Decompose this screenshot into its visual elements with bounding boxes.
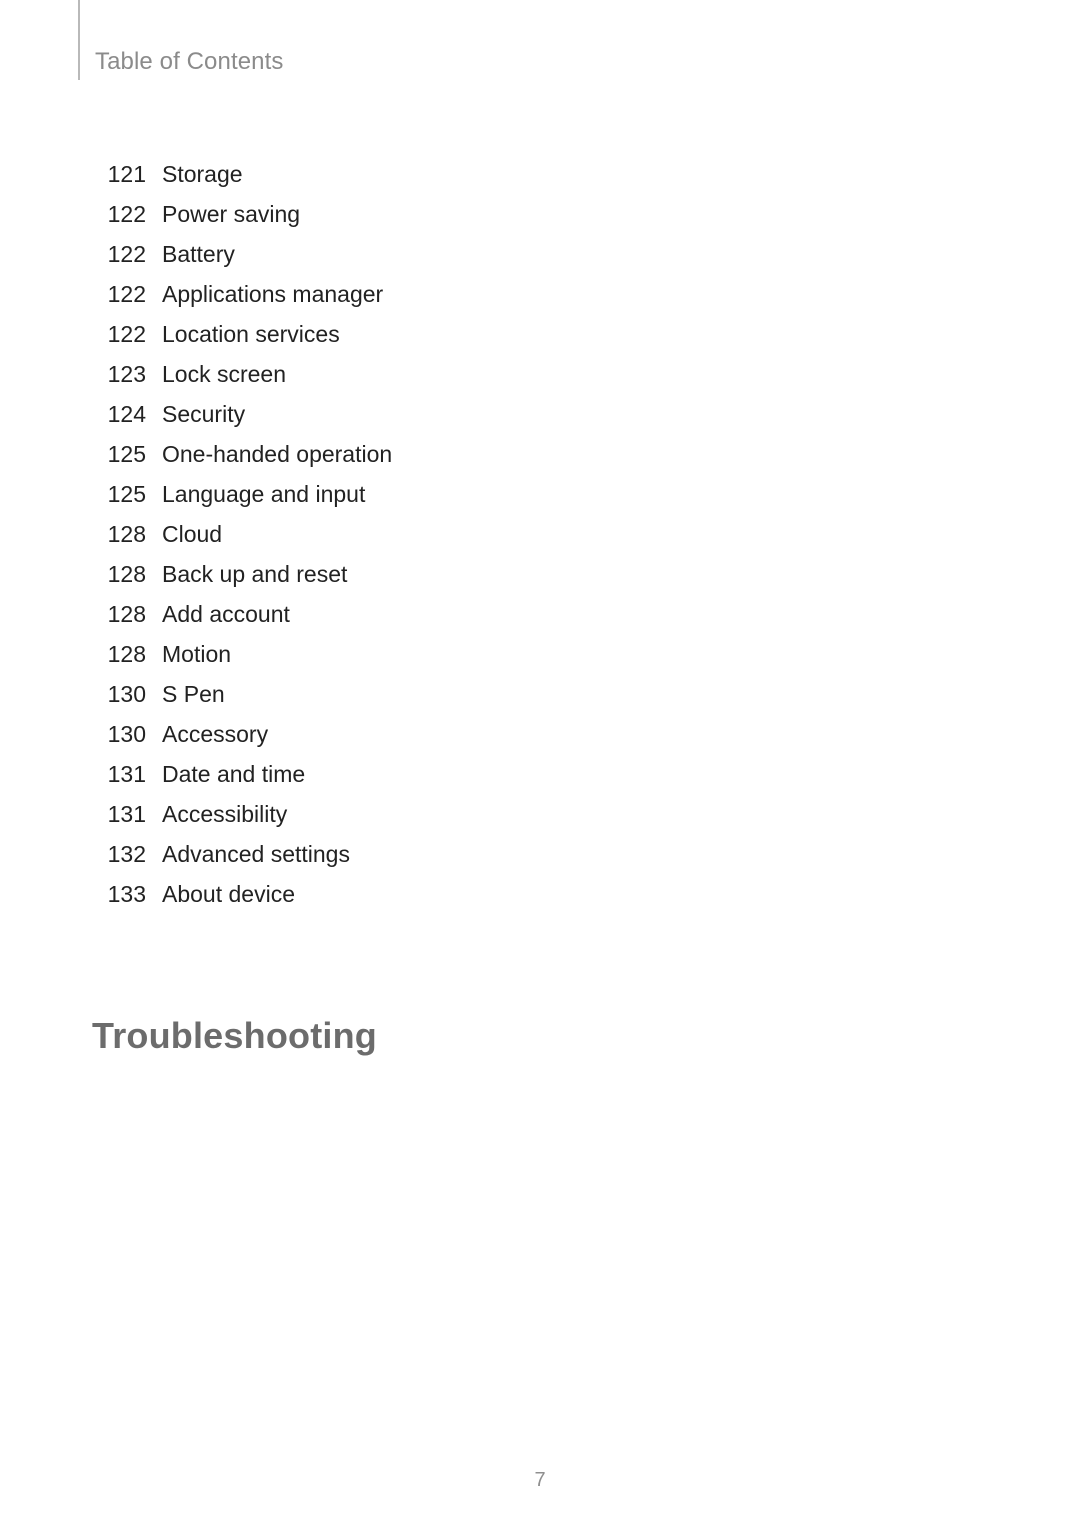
toc-page-number: 122 xyxy=(92,281,146,308)
toc-row[interactable]: 122 Applications manager xyxy=(92,281,392,321)
toc-row[interactable]: 124 Security xyxy=(92,401,392,441)
toc-row[interactable]: 128 Cloud xyxy=(92,521,392,561)
toc-item-label: One-handed operation xyxy=(146,441,392,468)
page-number: 7 xyxy=(0,1469,1080,1492)
toc-row[interactable]: 123 Lock screen xyxy=(92,361,392,401)
toc-item-label: Battery xyxy=(146,241,235,268)
toc-item-label: Power saving xyxy=(146,201,300,228)
toc-row[interactable]: 122 Location services xyxy=(92,321,392,361)
toc-list: 121 Storage 122 Power saving 122 Battery… xyxy=(92,161,392,921)
toc-page-number: 132 xyxy=(92,841,146,868)
toc-item-label: Location services xyxy=(146,321,340,348)
toc-page-number: 131 xyxy=(92,761,146,788)
toc-page-number: 123 xyxy=(92,361,146,388)
toc-page-number: 128 xyxy=(92,521,146,548)
toc-page-number: 130 xyxy=(92,681,146,708)
toc-page-number: 121 xyxy=(92,161,146,188)
toc-page-number: 122 xyxy=(92,201,146,228)
toc-row[interactable]: 122 Power saving xyxy=(92,201,392,241)
toc-item-label: Motion xyxy=(146,641,231,668)
toc-item-label: Accessibility xyxy=(146,801,287,828)
toc-page-number: 125 xyxy=(92,481,146,508)
toc-page-number: 124 xyxy=(92,401,146,428)
toc-item-label: Security xyxy=(146,401,245,428)
toc-item-label: Storage xyxy=(146,161,243,188)
header-title: Table of Contents xyxy=(95,48,284,76)
toc-row[interactable]: 130 Accessory xyxy=(92,721,392,761)
toc-page-number: 122 xyxy=(92,321,146,348)
toc-row[interactable]: 128 Motion xyxy=(92,641,392,681)
toc-item-label: Applications manager xyxy=(146,281,383,308)
toc-item-label: Date and time xyxy=(146,761,305,788)
toc-row[interactable]: 121 Storage xyxy=(92,161,392,201)
toc-row[interactable]: 122 Battery xyxy=(92,241,392,281)
toc-page-number: 128 xyxy=(92,601,146,628)
toc-item-label: About device xyxy=(146,881,295,908)
toc-row[interactable]: 132 Advanced settings xyxy=(92,841,392,881)
page: Table of Contents 121 Storage 122 Power … xyxy=(0,0,1080,1527)
toc-page-number: 130 xyxy=(92,721,146,748)
toc-page-number: 125 xyxy=(92,441,146,468)
toc-page-number: 128 xyxy=(92,561,146,588)
section-heading-troubleshooting[interactable]: Troubleshooting xyxy=(92,1015,377,1057)
toc-item-label: Add account xyxy=(146,601,290,628)
toc-item-label: Lock screen xyxy=(146,361,286,388)
toc-row[interactable]: 131 Date and time xyxy=(92,761,392,801)
toc-page-number: 133 xyxy=(92,881,146,908)
toc-item-label: Language and input xyxy=(146,481,365,508)
toc-row[interactable]: 125 Language and input xyxy=(92,481,392,521)
toc-row[interactable]: 131 Accessibility xyxy=(92,801,392,841)
toc-page-number: 131 xyxy=(92,801,146,828)
header-rule xyxy=(78,0,80,80)
toc-row[interactable]: 125 One-handed operation xyxy=(92,441,392,481)
toc-page-number: 122 xyxy=(92,241,146,268)
toc-item-label: Back up and reset xyxy=(146,561,347,588)
toc-item-label: Cloud xyxy=(146,521,222,548)
toc-row[interactable]: 128 Add account xyxy=(92,601,392,641)
toc-row[interactable]: 130 S Pen xyxy=(92,681,392,721)
toc-item-label: Advanced settings xyxy=(146,841,350,868)
toc-item-label: S Pen xyxy=(146,681,225,708)
toc-item-label: Accessory xyxy=(146,721,268,748)
toc-row[interactable]: 128 Back up and reset xyxy=(92,561,392,601)
toc-page-number: 128 xyxy=(92,641,146,668)
toc-row[interactable]: 133 About device xyxy=(92,881,392,921)
